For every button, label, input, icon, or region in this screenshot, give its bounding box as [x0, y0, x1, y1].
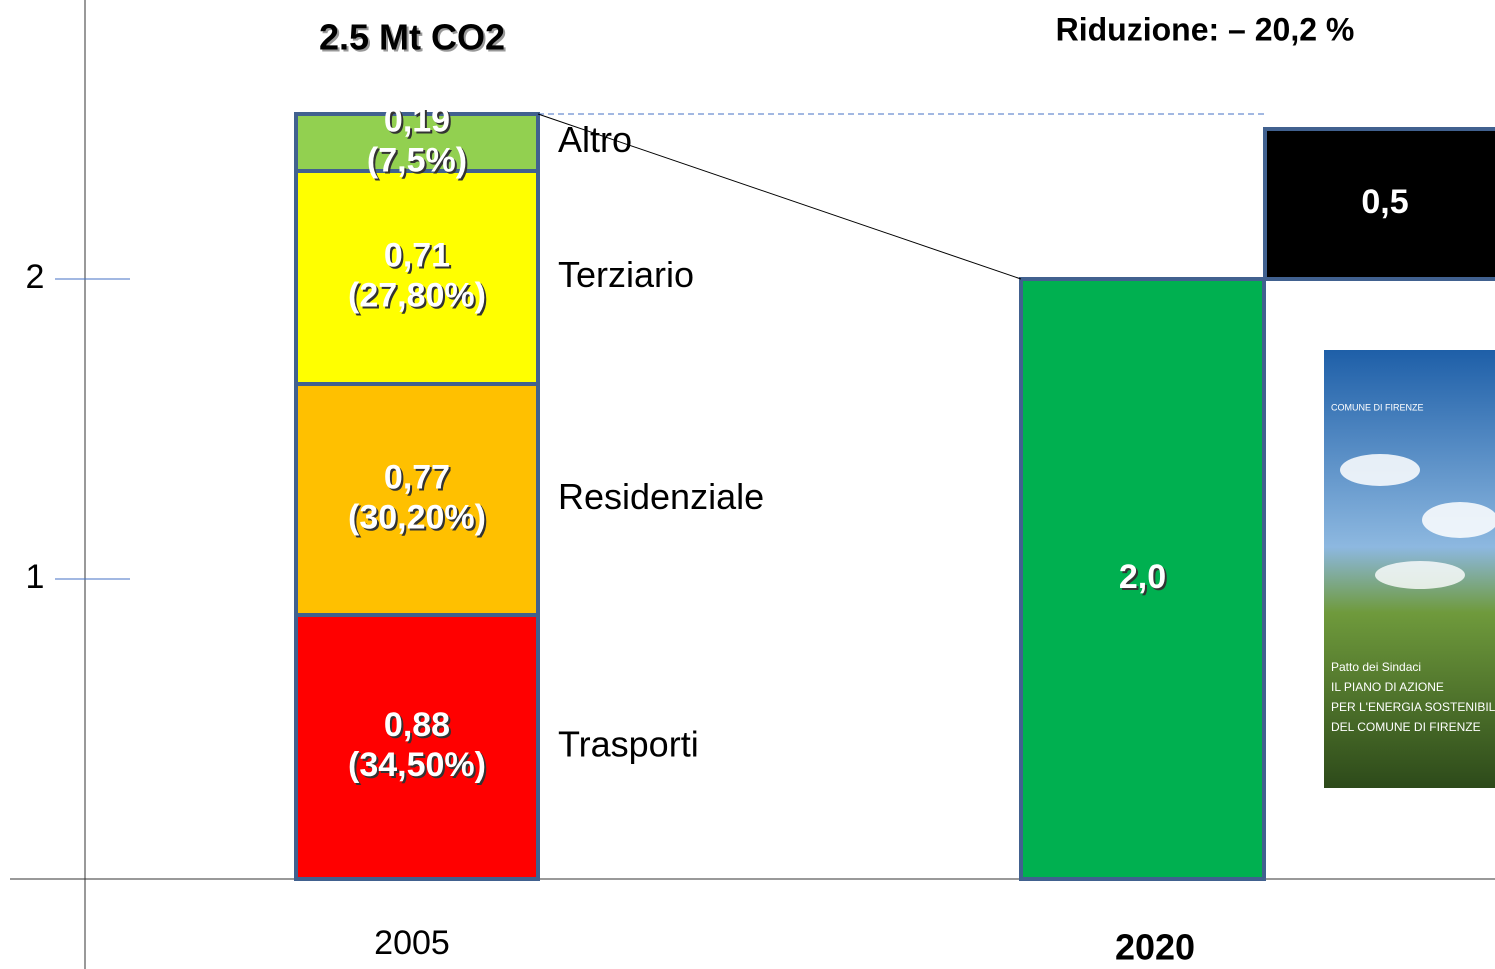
poster-logo: COMUNE DI FIRENZE [1331, 402, 1424, 412]
poster-text: IL PIANO DI AZIONE [1331, 680, 1444, 694]
poster-text: PER L'ENERGIA SOSTENIBILE [1331, 700, 1495, 714]
value-label: 0,77 [384, 458, 450, 496]
cloud [1422, 502, 1495, 538]
page: 2.5 Mt CO2 Riduzione: – 20,2 % 2005 2020… [0, 0, 1495, 969]
value-label: 0,5 [1361, 183, 1408, 221]
poster-text: Patto dei Sindaci [1331, 660, 1421, 674]
cloud [1340, 454, 1420, 486]
share-label: (30,20%) [348, 498, 486, 536]
reduction-title: Riduzione: – 20,2 % [1056, 11, 1355, 47]
y-tick-label: 2 [26, 258, 45, 296]
segment-name: Terziario [558, 254, 694, 295]
segment-name: Altro [558, 119, 632, 160]
category-label: 2020 [1115, 927, 1195, 968]
segment-name: Trasporti [558, 724, 699, 765]
value-label: 2,0 [1119, 558, 1166, 596]
stack-title: 2.5 Mt CO2 [319, 17, 505, 58]
poster-text: DEL COMUNE DI FIRENZE [1331, 720, 1481, 734]
chart: 2.5 Mt CO2 Riduzione: – 20,2 % 2005 2020… [0, 0, 1495, 969]
y-tick-label: 1 [26, 558, 45, 596]
value-label: 0,19 [384, 101, 450, 139]
share-label: (27,80%) [348, 276, 486, 314]
share-label: (34,50%) [348, 746, 486, 784]
segment-name: Residenziale [558, 476, 764, 517]
value-label: 0,71 [384, 236, 450, 274]
share-label: (7,5%) [367, 141, 467, 179]
category-label: 2005 [374, 924, 450, 962]
value-label: 0,88 [384, 706, 450, 744]
cloud [1375, 561, 1465, 589]
